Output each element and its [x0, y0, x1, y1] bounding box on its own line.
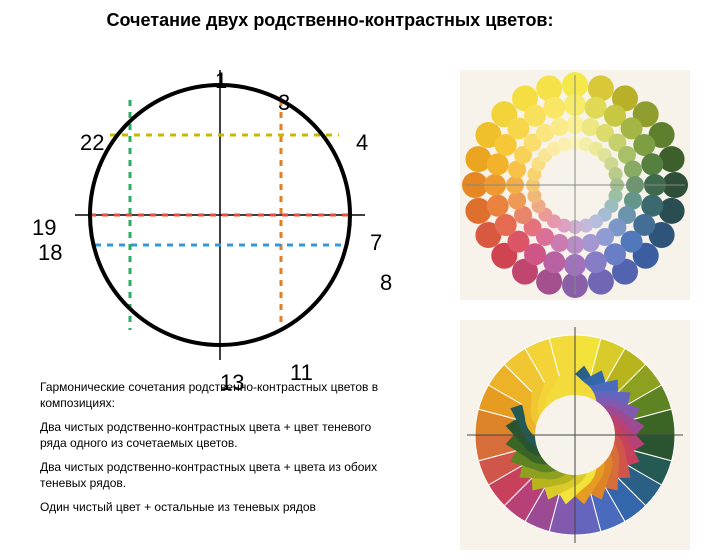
para-4: Один чистый цвет + остальные из теневых …	[40, 500, 400, 516]
label-1: 1	[215, 68, 227, 94]
page-title: Сочетание двух родственно-контрастных цв…	[60, 10, 600, 31]
label-18: 18	[38, 240, 62, 266]
label-7: 7	[370, 230, 382, 256]
label-4: 4	[356, 130, 368, 156]
diagram-svg	[20, 40, 420, 400]
para-3: Два чистых родственно-контрастных цвета …	[40, 460, 400, 491]
main-diagram: 134781113181922	[20, 40, 420, 370]
label-3: 3	[278, 90, 290, 116]
color-wheel-concentric	[460, 70, 690, 300]
para-1: Гармонические сочетания родственно-контр…	[40, 380, 400, 411]
color-wheel-segmented	[460, 320, 690, 550]
label-22: 22	[80, 130, 104, 156]
label-8: 8	[380, 270, 392, 296]
label-19: 19	[32, 215, 56, 241]
para-2: Два чистых родственно-контрастных цвета …	[40, 420, 400, 451]
